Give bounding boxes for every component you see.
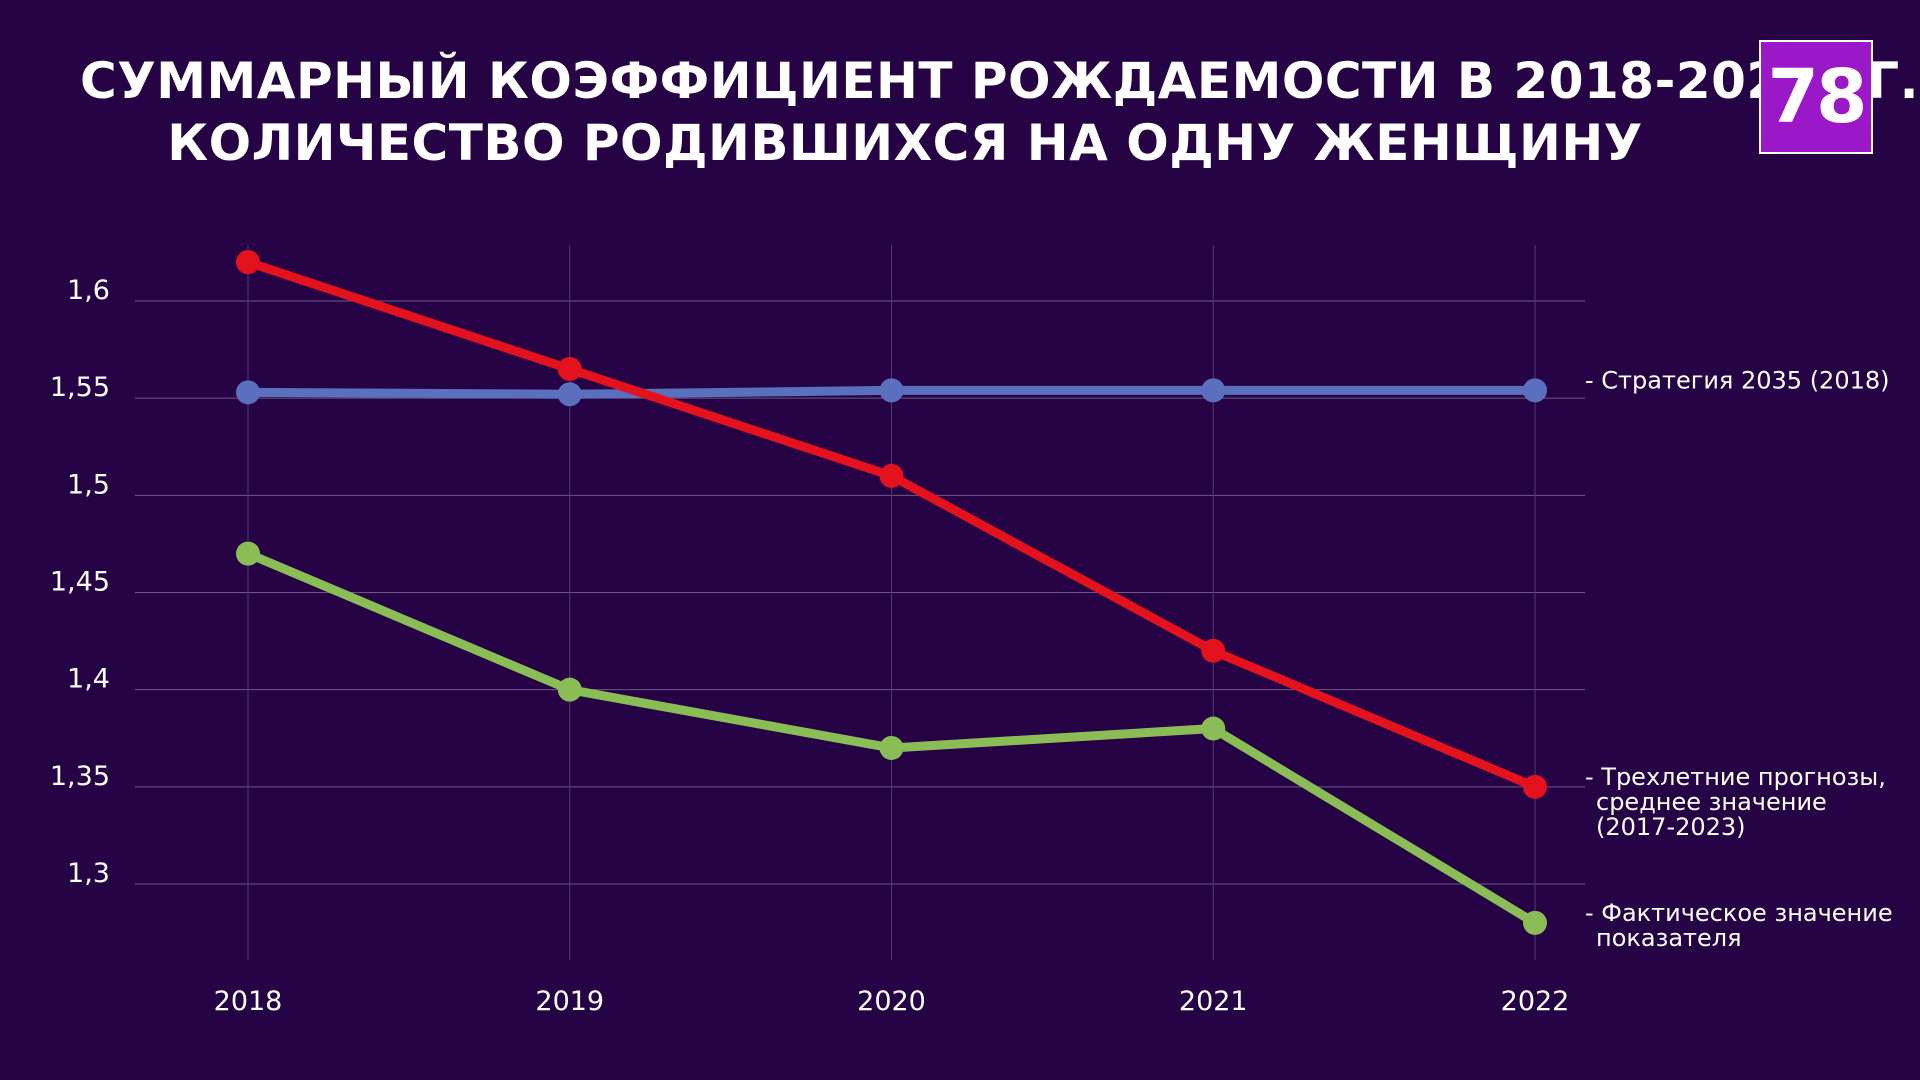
data-point	[236, 541, 260, 566]
data-point	[557, 382, 582, 407]
series-1	[236, 378, 1547, 407]
y-tick-label: 1,55	[50, 372, 110, 403]
y-tick-label: 1,35	[50, 761, 110, 792]
data-point	[236, 250, 260, 275]
x-tick-label: 2018	[214, 986, 283, 1017]
chart-grid	[135, 245, 1585, 960]
legend-entry: - Трехлетние прогнозы, среднее значение (2…	[1585, 763, 1886, 841]
series-3	[236, 541, 1547, 935]
y-tick-label: 1,6	[67, 275, 110, 306]
data-point	[236, 380, 260, 405]
data-point	[1523, 378, 1547, 403]
y-axis-labels: 1,3 1,35 1,4 1,45 1,5 1,55 1,6	[50, 275, 110, 889]
legend-line: показателя	[1596, 924, 1742, 952]
data-point	[557, 677, 582, 702]
data-point	[879, 378, 904, 403]
data-point	[879, 735, 904, 760]
x-tick-label: 2021	[1179, 986, 1248, 1017]
channel-78-logo: 78	[1759, 40, 1873, 154]
legend-line: - Стратегия 2035 (2018)	[1585, 366, 1890, 394]
y-tick-label: 1,3	[67, 858, 110, 889]
y-tick-label: 1,5	[67, 469, 110, 500]
legend-line: (2017-2023)	[1596, 813, 1746, 841]
x-tick-label: 2020	[857, 986, 926, 1017]
legend-entry: - Фактическое значение показателя	[1585, 899, 1893, 952]
data-point	[1201, 716, 1226, 741]
y-tick-label: 1,45	[50, 567, 110, 598]
x-axis-labels: 2018 2019 2020 2021 2022	[214, 986, 1570, 1017]
chart-title-line-2: КОЛИЧЕСТВО РОДИВШИХСЯ НА ОДНУ ЖЕНЩИНУ	[167, 114, 1643, 172]
legend-line: - Трехлетние прогнозы,	[1585, 763, 1886, 791]
data-point	[1201, 378, 1226, 403]
y-tick-label: 1,4	[67, 664, 110, 695]
data-point	[1523, 910, 1547, 935]
legend-entry: - Стратегия 2035 (2018)	[1585, 366, 1890, 394]
x-tick-label: 2019	[535, 986, 604, 1017]
data-point	[1523, 774, 1547, 799]
legend-line: - Фактическое значение	[1585, 899, 1893, 927]
data-point	[557, 357, 582, 382]
legend-line: среднее значение	[1596, 788, 1827, 816]
chart-legend: - Стратегия 2035 (2018) - Трехлетние прог…	[1585, 366, 1893, 951]
chart-series	[236, 250, 1547, 935]
chart-title: СУММАРНЫЙ КОЭФФИЦИЕНТ РОЖДАЕМОСТИ В 2018…	[80, 50, 1920, 174]
series-2	[236, 250, 1547, 799]
chart-title-line-1: СУММАРНЫЙ КОЭФФИЦИЕНТ РОЖДАЕМОСТИ В 2018…	[80, 52, 1920, 110]
data-point	[879, 463, 904, 488]
data-point	[1201, 638, 1226, 663]
x-tick-label: 2022	[1501, 986, 1570, 1017]
